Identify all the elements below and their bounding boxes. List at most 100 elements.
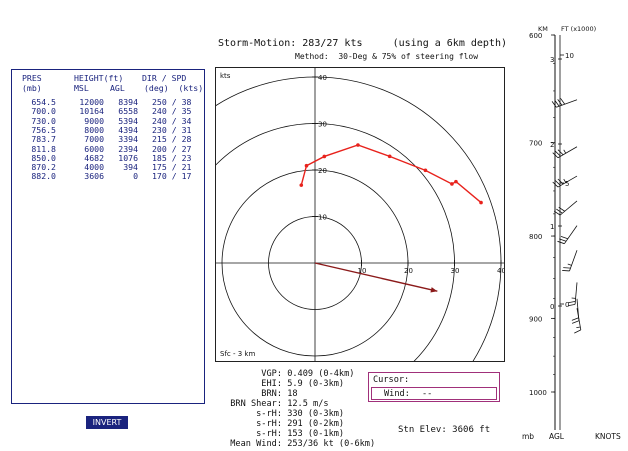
agl-cell: 1076 <box>118 152 138 163</box>
cursor-wind-box: Wind: -- <box>371 387 497 400</box>
table-row: 730.0 9000 5394 240 / 34 <box>12 116 204 126</box>
hodograph-panel[interactable]: 10 20 30 40 10 20 30 40 kts Sfc - 3 km <box>215 67 505 362</box>
cursor-label: Cursor: <box>373 375 410 385</box>
pressure-label: 900 <box>529 315 542 323</box>
param-value: 291 (0-2km) <box>287 419 345 429</box>
dirspd-cell: 215 / 28 <box>152 134 192 145</box>
hodo-units-label: kts <box>220 72 231 80</box>
knots-label: KNOTS <box>595 432 621 441</box>
hodograph-chart: 10 20 30 40 10 20 30 40 kts Sfc - 3 km <box>216 68 504 361</box>
param-label: s-rH: <box>256 419 282 429</box>
wind-barb <box>562 250 578 272</box>
km-tick-label: 1 <box>550 223 554 231</box>
pres-cell: 654.5 <box>31 97 56 107</box>
agl-label: AGL <box>549 432 565 441</box>
ft-tick-label: 10 <box>565 52 574 60</box>
table-row: 882.0 3606 0 170 / 17 <box>12 171 204 181</box>
station-elevation: Stn Elev: 3606 ft <box>398 425 491 435</box>
parameters-panel: VGP: 0.409 (0-4km) EHI: 5.9 (0-3km) BRN: 1… <box>210 369 375 449</box>
hodo-trace <box>300 144 482 204</box>
param-value: 18 <box>287 389 298 399</box>
table-row: 850.0 4682 1076 185 / 23 <box>12 153 204 163</box>
table-row: 783.7 7000 3394 215 / 28 <box>12 134 204 144</box>
dirspd-cell: 175 / 21 <box>152 162 192 173</box>
param-row: s-rH: 330 (0-3km) <box>210 409 375 419</box>
km-label: KM <box>538 25 548 33</box>
msl-cell: 10164 <box>79 106 104 117</box>
dirspd-cell: 170 / 17 <box>152 171 192 182</box>
wind-barb <box>552 146 578 159</box>
pres-cell: 730.0 <box>31 115 56 126</box>
hodo-point <box>450 182 454 186</box>
hodo-point <box>479 200 483 205</box>
pressure-label: 600 <box>529 32 542 40</box>
pressure-label: 700 <box>529 140 542 148</box>
param-value: 12.5 m/s <box>287 399 329 409</box>
hodo-ring <box>216 123 455 361</box>
km-tick-label: 0 <box>550 303 554 311</box>
sounding-table: PRES HEIGHT(ft) DIR / SPD (mb) MSL AGL (… <box>11 69 205 404</box>
msl-cell: 4682 <box>84 152 104 163</box>
header-dirspd: DIR / SPD <box>142 73 187 83</box>
agl-cell: 8394 <box>118 97 138 107</box>
cursor-wind-value: -- <box>422 389 433 399</box>
param-label: BRN Shear: <box>230 399 282 409</box>
param-value: 0.409 (0-4km) <box>287 369 355 379</box>
pres-cell: 811.8 <box>31 143 56 154</box>
table-row: 700.0 10164 6558 240 / 35 <box>12 106 204 116</box>
storm-motion-arrowhead <box>430 287 438 293</box>
agl-cell: 3394 <box>118 134 138 145</box>
hodo-point <box>454 179 458 184</box>
header-height: HEIGHT(ft) <box>74 73 124 83</box>
param-value: 5.9 (0-3km) <box>287 379 345 389</box>
hodo-x-tick-label: 10 <box>358 267 367 275</box>
param-value: 253/36 kt (0-6km) <box>287 439 376 449</box>
cursor-readout: Cursor: Wind: -- <box>368 372 500 402</box>
storm-motion-text: Storm-Motion: 283/27 kts (using a 6km de… <box>218 38 507 49</box>
param-label: EHI: <box>261 379 282 389</box>
hodo-ring-label: 30 <box>318 121 327 129</box>
hodo-ring-label: 10 <box>318 214 327 222</box>
wind-barb <box>551 98 578 108</box>
km-tick-label: 2 <box>550 141 554 149</box>
pres-cell: 783.7 <box>31 134 56 145</box>
param-label: s-rH: <box>256 409 282 419</box>
param-label: s-rH: <box>256 429 282 439</box>
header-mb: (mb) <box>22 83 42 93</box>
param-label: BRN: <box>261 389 282 399</box>
param-row: VGP: 0.409 (0-4km) <box>210 369 375 379</box>
table-row: 756.5 8000 4394 230 / 31 <box>12 125 204 135</box>
hodo-point <box>322 154 327 159</box>
hodo-point <box>304 163 309 168</box>
hodo-ring <box>216 76 502 361</box>
hodo-point <box>423 168 428 173</box>
msl-cell: 9000 <box>84 115 104 126</box>
param-row: EHI: 5.9 (0-3km) <box>210 379 375 389</box>
agl-cell: 6558 <box>118 106 138 117</box>
pressure-label: 1000 <box>529 389 547 397</box>
pres-cell: 850.0 <box>31 152 56 163</box>
invert-button[interactable]: INVERT <box>86 416 128 429</box>
msl-cell: 12000 <box>79 97 104 107</box>
ft-label: FT (x1000) <box>561 25 596 33</box>
hodo-ring-label: 40 <box>318 74 327 82</box>
agl-cell: 2394 <box>118 143 138 154</box>
param-row: s-rH: 153 (0-1km) <box>210 429 375 439</box>
param-value: 153 (0-1km) <box>287 429 345 439</box>
dirspd-cell: 185 / 23 <box>152 152 192 163</box>
dirspd-cell: 240 / 35 <box>152 106 192 117</box>
hodo-x-tick-label: 20 <box>404 267 413 275</box>
mb-label: mb <box>522 432 534 441</box>
param-label: VGP: <box>261 369 282 379</box>
pres-cell: 700.0 <box>31 106 56 117</box>
param-value: 330 (0-3km) <box>287 409 345 419</box>
hodo-x-tick-label: 40 <box>497 267 504 275</box>
pres-cell: 756.5 <box>31 124 56 135</box>
dirspd-cell: 240 / 34 <box>152 115 192 126</box>
param-label: Mean Wind: <box>230 439 282 449</box>
table-row: 654.5 12000 8394 250 / 38 <box>12 97 204 107</box>
agl-cell: 394 <box>123 162 138 173</box>
wind-barb <box>553 200 578 216</box>
wind-barb <box>552 175 578 188</box>
